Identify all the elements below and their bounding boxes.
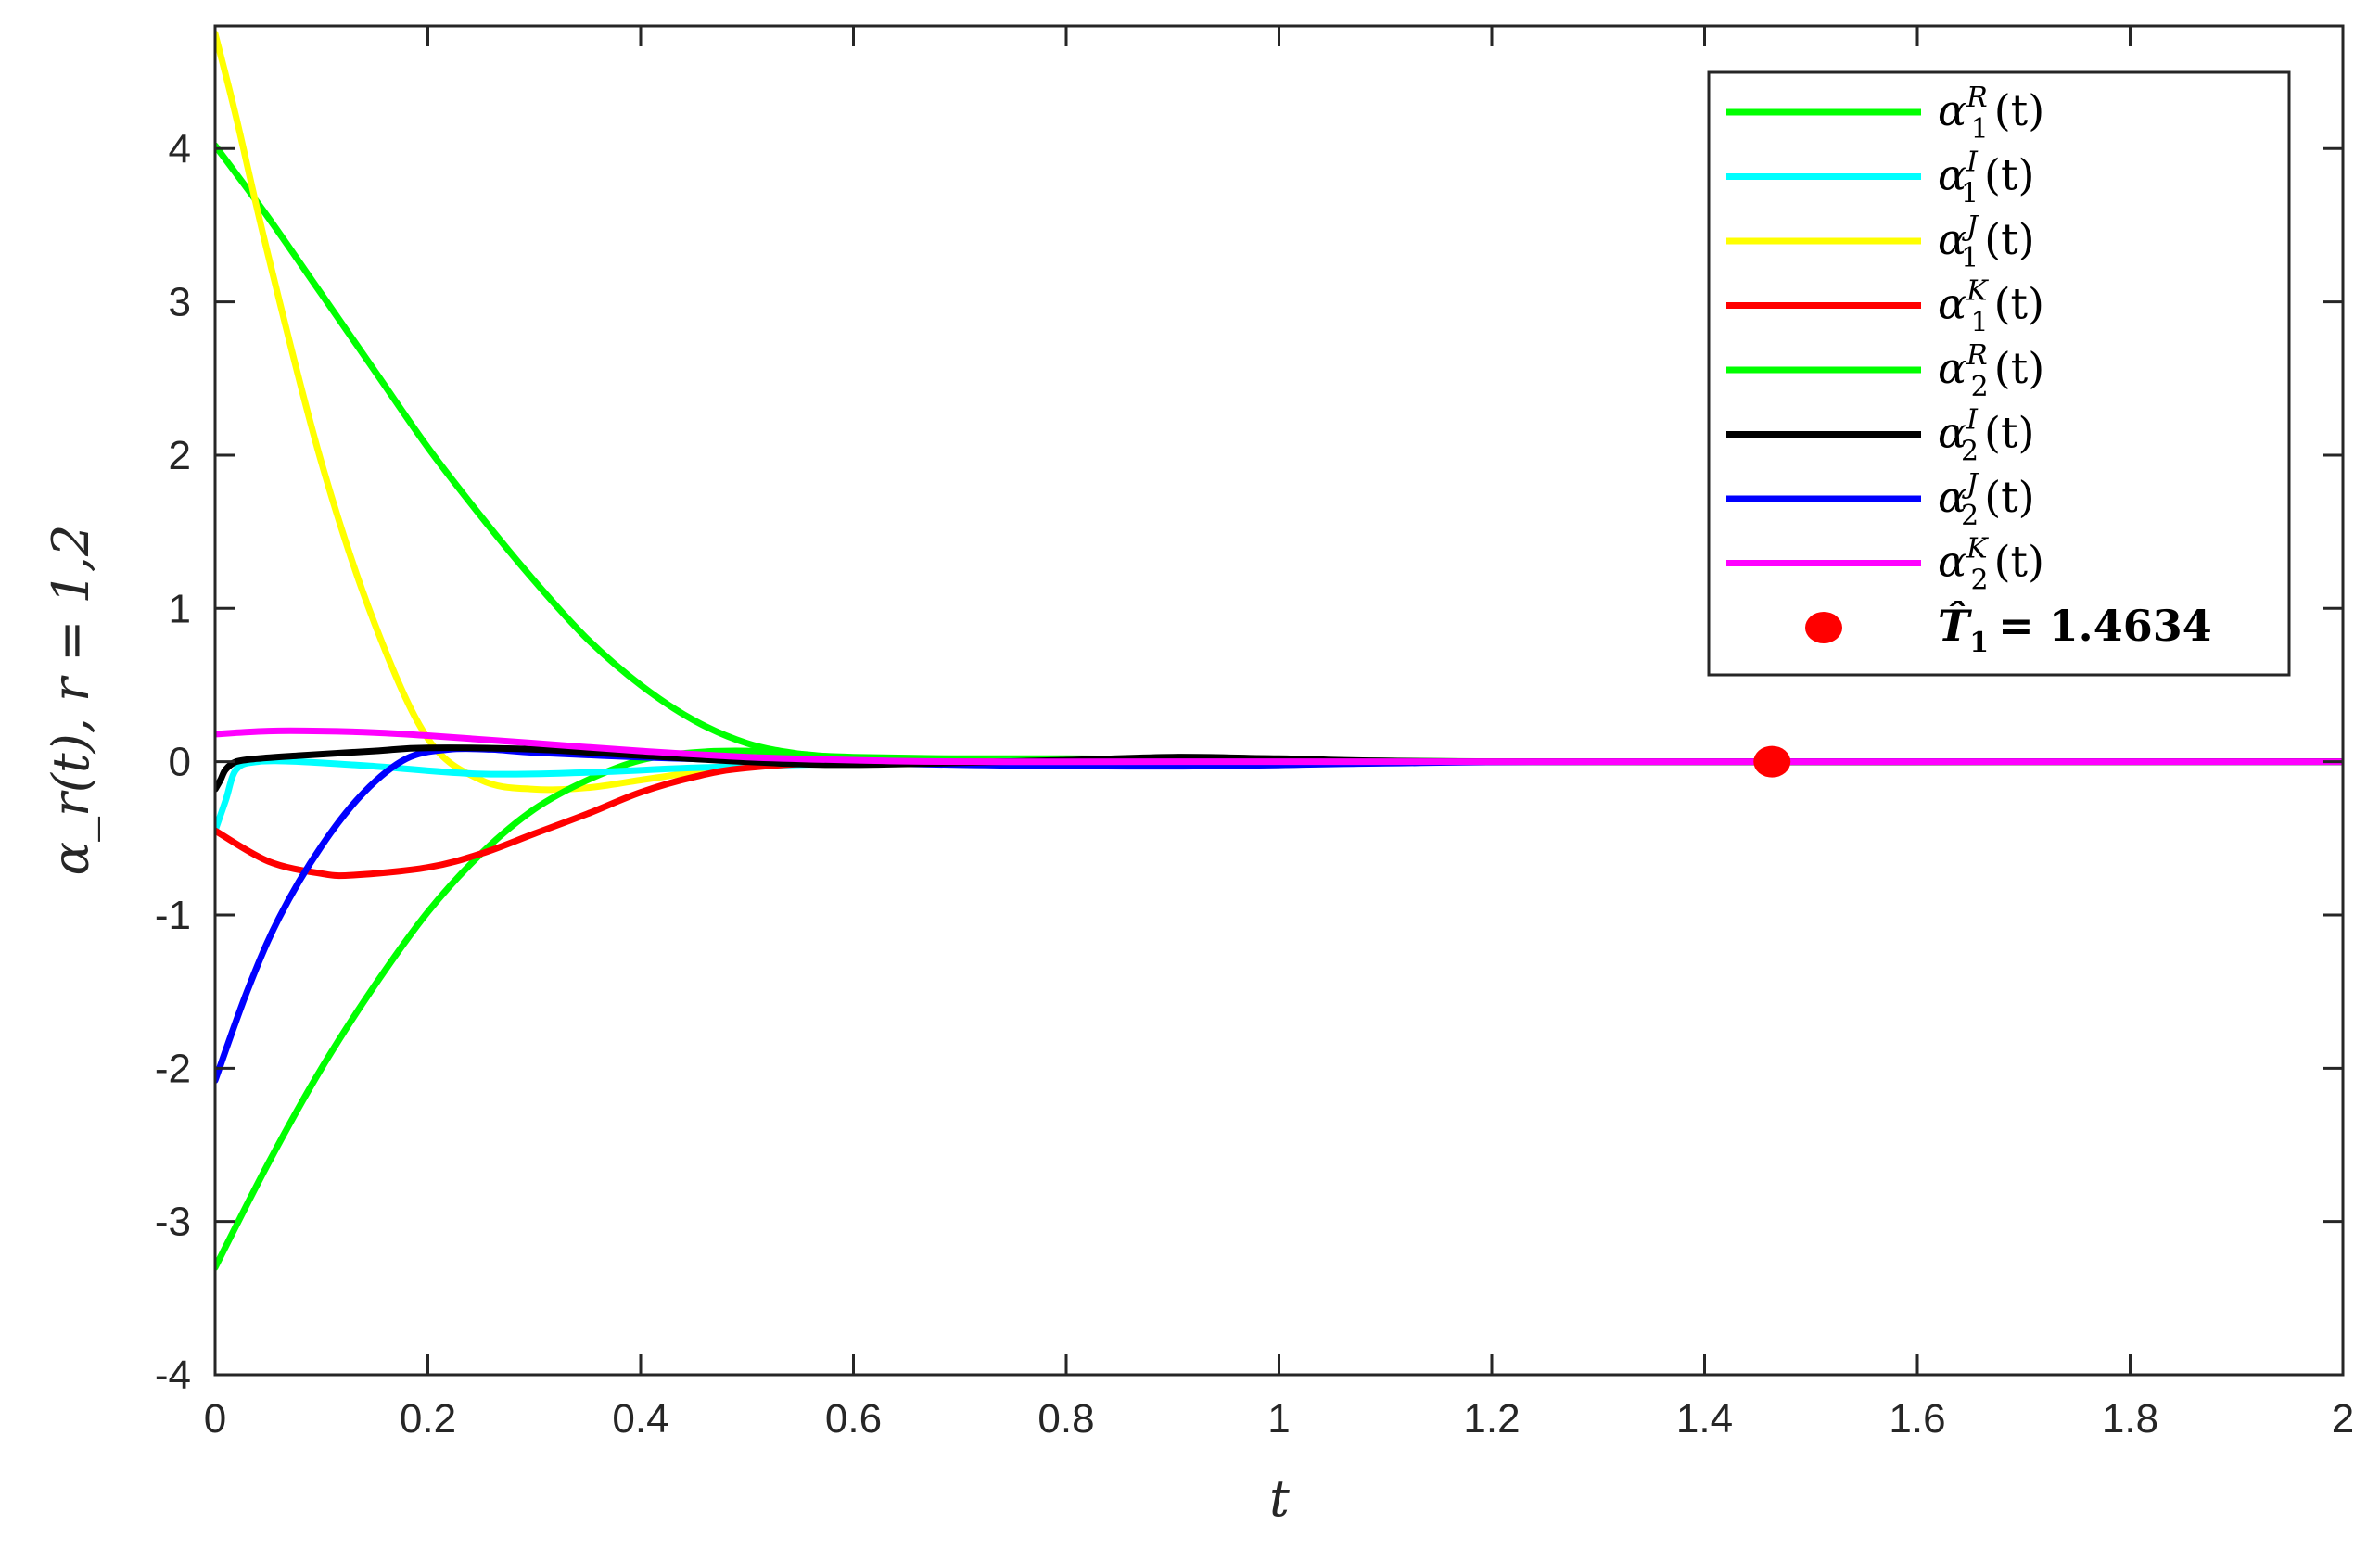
x-tick-label: 2	[2332, 1396, 2354, 1442]
x-tick-label: 1.2	[1463, 1396, 1520, 1442]
y-tick-label: 0	[169, 740, 191, 785]
legend-marker	[1805, 612, 1842, 643]
marker-point	[1753, 745, 1791, 778]
marker-layer	[1753, 745, 1791, 778]
legend: αR 1 (t)αI 1 (t)αJ 1 (t)αK 1 (t)αR 2 (t)αI 2 (t)αJ 2(…	[1707, 70, 2291, 677]
x-tick-label: 1.8	[2102, 1396, 2158, 1442]
x-tick-label: 0	[204, 1396, 226, 1442]
legend-label-2I: αI 2 (t)	[1938, 404, 2034, 468]
legend-label-marker: T̂1 = 1.4634	[1938, 601, 2212, 659]
y-tick-label: 1	[169, 586, 191, 631]
x-tick-label: 1	[1267, 1396, 1290, 1442]
y-tick-label: -4	[155, 1353, 191, 1398]
y-tick-label: -2	[155, 1046, 191, 1091]
ticks-layer: 0 0.2 0.4 0.6 0.8 1 1.2 1.4 1.6 1.8 2 -4 -3 -2 -1 0 1 2 3 4	[155, 26, 2354, 1442]
x-tick-label: 1.4	[1676, 1396, 1733, 1442]
legend-label-2K: αK 2 (t)	[1938, 533, 2044, 597]
x-tick-label: 0.8	[1037, 1396, 1094, 1442]
legend-label-1K: αK 1 (t)	[1938, 275, 2044, 339]
y-tick-label: -1	[155, 893, 191, 938]
x-tick-label: 0.4	[612, 1396, 668, 1442]
legend-label-1J: αJ 1 (t)	[1938, 210, 2035, 274]
x-tick-label: 0.6	[825, 1396, 882, 1442]
legend-label-1R: αR 1 (t)	[1938, 82, 2044, 146]
y-tick-label: 2	[169, 433, 191, 478]
y-tick-label: -3	[155, 1200, 191, 1245]
y-tick-label: 3	[169, 280, 191, 325]
series-line-2K	[215, 727, 2343, 766]
legend-label-2R: αR 2 (t)	[1938, 339, 2044, 403]
x-tick-label: 0.2	[400, 1396, 456, 1442]
y-axis-label: α_r(t), r = 1,2	[42, 525, 100, 876]
legend-box	[1707, 70, 2291, 677]
legend-label-2J: αJ 2 (t)	[1938, 468, 2035, 532]
x-axis-label: t	[1269, 1469, 1290, 1528]
x-tick-label: 1.6	[1889, 1396, 1945, 1442]
series-layer	[215, 30, 2343, 1271]
legend-label-1I: αI 1 (t)	[1938, 146, 2034, 210]
y-tick-label: 4	[169, 126, 191, 172]
